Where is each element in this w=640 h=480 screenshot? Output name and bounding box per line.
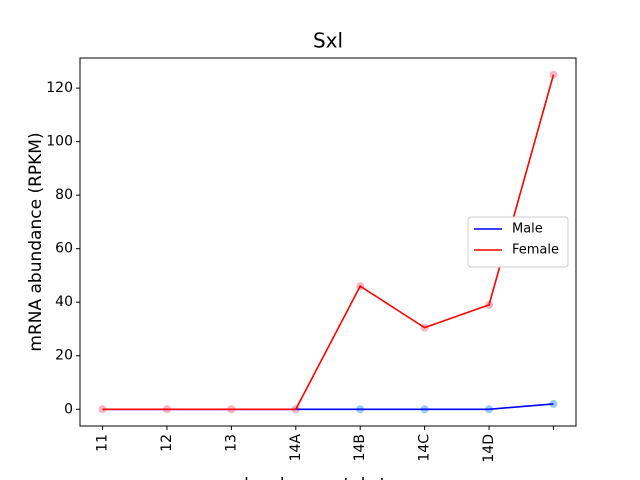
x-axis-label: developmental stage [238,475,418,480]
x-tick-label: 12 [159,434,175,452]
y-tick-label: 40 [55,294,73,310]
x-tick-label: 14A [288,434,304,462]
y-tick-label: 20 [55,348,73,364]
legend-label: Male [512,222,543,237]
y-tick-label: 60 [55,241,73,257]
legend: Male Female [467,216,569,268]
y-tick-label: 80 [55,187,73,203]
x-tick-label: 14D [481,434,497,463]
legend-label: Female [512,243,559,258]
x-tick-label: 14B [352,434,368,461]
x-tick-label: 13 [223,434,239,452]
y-tick-label: 0 [64,401,73,417]
x-tick-label: 14C [417,434,433,462]
plot-frame [79,57,577,427]
chart-title: Sxl [313,29,343,53]
y-tick-label: 120 [46,80,73,96]
y-tick-label: 100 [46,134,73,150]
x-tick-label: 11 [95,434,111,452]
y-axis-label: mRNA abundance (RPKM) [26,132,46,351]
line [102,74,555,411]
